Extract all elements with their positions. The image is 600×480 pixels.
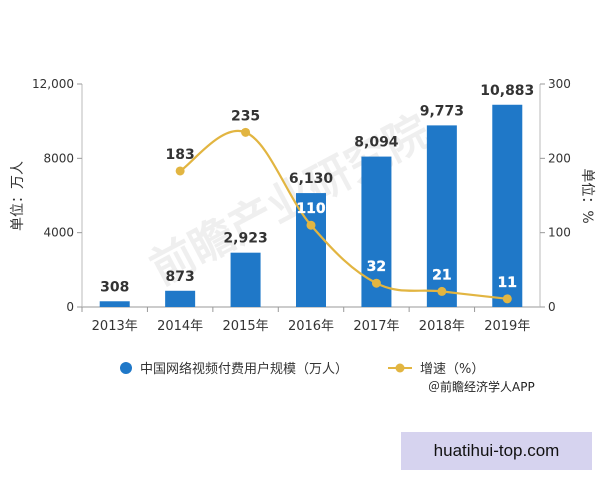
bar [230,252,261,307]
right-y-axis-label: 单位：% [579,168,595,223]
bar-value-label: 9,773 [420,103,464,119]
left-y-axis-label: 单位：万人 [10,161,26,231]
line-value-label: 32 [367,259,386,275]
x-tick-label: 2017年 [353,319,399,334]
legend-line-dot [395,363,405,373]
bar-value-label: 873 [166,269,195,285]
right-y-tick-label: 100 [548,226,571,240]
bar-value-labels: 308 873 2,923 6,130 8,094 9,773 10,883 [100,83,534,296]
x-tick-labels: 2013年 2014年 2015年 2016年 2017年 2018年 2019年 [81,307,530,334]
bar-series [99,104,523,307]
bar [426,125,457,307]
bar [492,104,523,307]
x-tick-label: 2015年 [223,319,269,334]
line-point [502,294,512,304]
line-value-label: 110 [296,201,325,217]
left-y-tick-labels: 0 4000 8000 12,000 [32,77,82,314]
line-value-label: 235 [231,108,260,124]
bar-value-label: 10,883 [480,83,534,99]
corner-watermark-text: huatihui-top.com [433,441,560,460]
legend-bar-label: 中国网络视频付费用户规模（万人） [140,361,348,377]
line-point [175,166,185,176]
right-y-tick-label: 300 [548,77,571,91]
line-point [306,220,316,230]
legend: 中国网络视频付费用户规模（万人） 增速（%） [120,361,484,377]
x-tick-label: 2018年 [419,319,465,334]
left-y-tick-label: 4000 [43,226,74,240]
corner-watermark: huatihui-top.com [401,432,592,470]
bar-value-label: 2,923 [223,231,267,247]
legend-bar-marker [120,362,132,374]
x-tick-label: 2014年 [157,319,203,334]
line-point [241,127,251,137]
x-tick-label: 2016年 [288,319,334,334]
left-y-tick-label: 12,000 [32,77,74,91]
source-credit: ＠前瞻经济学人APP [428,380,535,394]
left-y-tick-label: 8000 [43,151,74,165]
bar [99,301,130,307]
line-series [175,127,512,304]
line-point [371,278,381,288]
left-y-tick-label: 0 [66,300,74,314]
bar-value-label: 8,094 [354,135,399,151]
line-point [437,286,447,296]
bar-value-label: 308 [100,279,129,295]
line-value-label: 183 [166,147,195,163]
legend-line-label: 增速（%） [420,362,484,377]
bar-value-label: 6,130 [289,171,334,187]
x-tick-label: 2019年 [484,319,530,334]
line-value-labels: 183 235 110 32 21 11 [166,108,518,291]
right-y-tick-label: 200 [548,151,571,165]
x-tick-label: 2013年 [92,319,138,334]
bar [165,290,196,307]
right-y-tick-labels: 0 100 200 300 [540,77,571,314]
right-y-tick-label: 0 [548,300,556,314]
line-value-label: 21 [432,267,451,283]
line-value-label: 11 [498,275,517,291]
